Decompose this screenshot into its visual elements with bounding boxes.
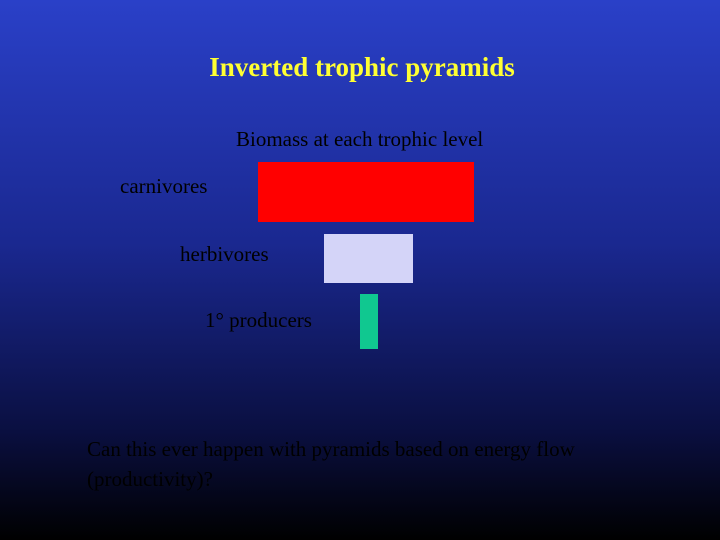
diagram-heading: Biomass at each trophic level: [236, 127, 484, 151]
level-label: carnivores: [120, 174, 208, 198]
question: Can this ever happen with pyramids based…: [87, 437, 575, 491]
carnivore-bar: [258, 162, 474, 222]
producer-bar: [360, 294, 378, 349]
level-label: herbivores: [180, 242, 269, 266]
herbivore-bar: [324, 234, 413, 283]
title: Inverted trophic pyramids: [209, 52, 515, 82]
level-label: 1° producers: [205, 308, 312, 332]
